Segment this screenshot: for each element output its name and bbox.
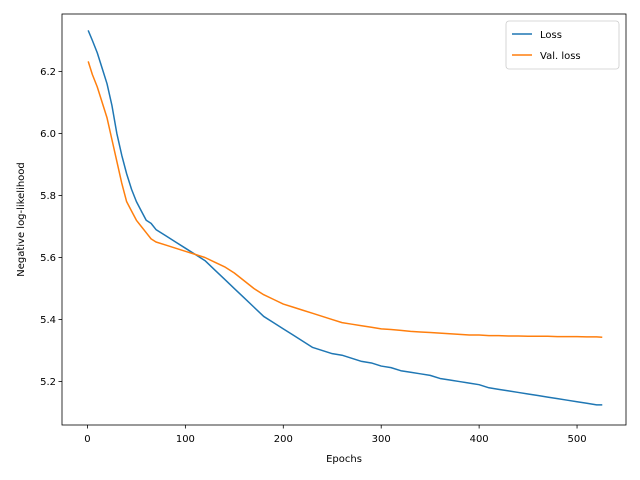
- y-tick-label: 5.4: [40, 315, 56, 326]
- y-axis-label: Negative log-likelihood: [16, 162, 27, 277]
- y-tick-label: 6.0: [40, 129, 56, 140]
- x-axis-label: Epochs: [326, 454, 362, 465]
- series-line-val-loss: [87, 61, 603, 339]
- axes-frame: [61, 13, 627, 426]
- x-tick-label: 400: [470, 434, 489, 445]
- x-tick-label: 300: [372, 434, 391, 445]
- legend-box: [505, 20, 620, 70]
- y-tick-label: 5.2: [40, 377, 56, 388]
- y-tick-label: 5.8: [40, 191, 56, 202]
- y-tick-label: 5.6: [40, 253, 56, 264]
- series-line-loss: [87, 30, 603, 406]
- legend: Loss Val. loss: [505, 20, 620, 70]
- x-tick-label: 0: [84, 434, 90, 445]
- legend-label: Loss: [540, 30, 562, 41]
- ticks-layer: 0 100 200 300 400 500 5.2 5.4 5.6 5.8 6.0 6.2: [40, 67, 586, 445]
- series-layer: [87, 30, 603, 406]
- x-tick-label: 200: [274, 434, 293, 445]
- y-tick-label: 6.2: [40, 67, 56, 78]
- x-tick-label: 100: [176, 434, 195, 445]
- x-tick-label: 500: [567, 434, 586, 445]
- legend-label: Val. loss: [540, 51, 581, 62]
